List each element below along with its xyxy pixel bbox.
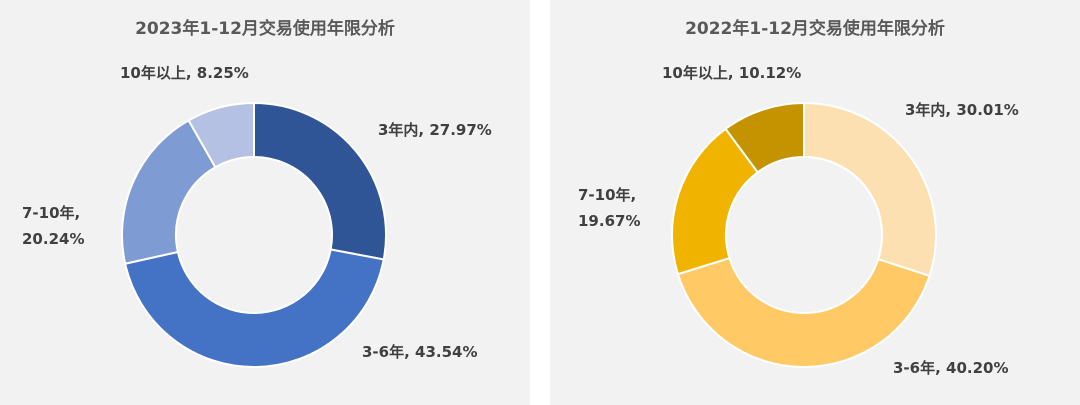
data-label: 7-10年, 20.24% (22, 204, 85, 248)
data-label: 3-6年, 43.54% (362, 343, 478, 361)
data-label: 3年内, 27.97% (378, 121, 492, 139)
chart-title: 2022年1-12月交易使用年限分析 (685, 19, 945, 39)
donut-slice (676, 256, 931, 368)
data-label: 3年内, 30.01% (905, 101, 1019, 119)
donut-slice (187, 101, 255, 169)
chart-panel: 2022年1-12月交易使用年限分析 3年内, 30.01% 3-6年, 40.20… (550, 0, 1080, 405)
data-label: 10年以上, 10.12% (662, 64, 802, 82)
data-label: 3-6年, 40.20% (893, 359, 1009, 377)
donut (671, 101, 937, 368)
donut-slice (253, 101, 387, 261)
donut (121, 101, 387, 368)
donut-slice (724, 101, 805, 174)
data-label: 7-10年, 19.67% (578, 186, 641, 230)
data-label: 10年以上, 8.25% (120, 64, 249, 82)
donut-slice (123, 248, 385, 368)
chart-title: 2023年1-12月交易使用年限分析 (135, 19, 395, 39)
donut-slice (803, 101, 937, 278)
chart-panel: 2023年1-12月交易使用年限分析 3年内, 27.97% 3-6年, 43.54… (0, 0, 530, 405)
